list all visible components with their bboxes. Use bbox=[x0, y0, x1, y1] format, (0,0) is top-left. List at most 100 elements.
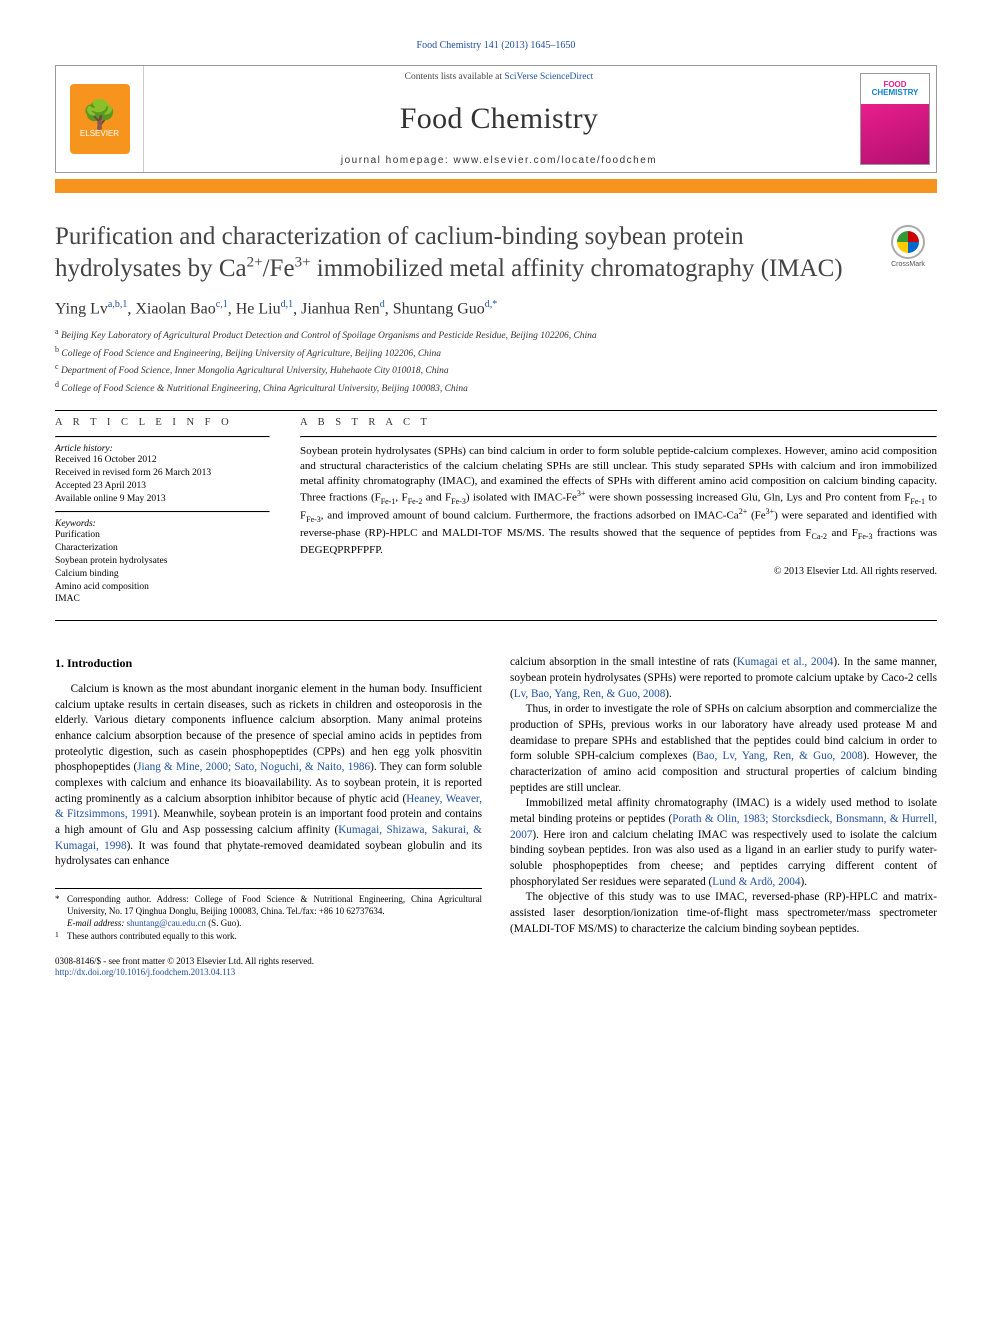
rule-info-1 bbox=[55, 436, 270, 438]
cover-title: FOOD CHEMISTRY bbox=[861, 74, 929, 104]
p4: The objective of this study was to use I… bbox=[510, 890, 937, 937]
abs-t6: ) isolated with IMAC-Fe bbox=[466, 491, 577, 503]
fn-equal-mark: 1 bbox=[55, 930, 67, 944]
rule-top bbox=[55, 410, 937, 411]
fn-equal: 1 These authors contributed equally to t… bbox=[55, 930, 482, 944]
author-3-aff[interactable]: d,1 bbox=[281, 299, 294, 310]
author-1: Ying Lv bbox=[55, 300, 108, 317]
body-col-2: calcium absorption in the small intestin… bbox=[510, 655, 937, 943]
article-info-head: A R T I C L E I N F O bbox=[55, 417, 270, 428]
abs-t2: , F bbox=[395, 491, 407, 503]
homepage-prefix: journal homepage: bbox=[341, 155, 454, 166]
kw-3: Calcium binding bbox=[55, 568, 270, 581]
p2: Thus, in order to investigate the role o… bbox=[510, 702, 937, 796]
kw-5: IMAC bbox=[55, 593, 270, 606]
affil-c: c Department of Food Science, Inner Mong… bbox=[55, 361, 937, 378]
affil-a-text: Beijing Key Laboratory of Agricultural P… bbox=[61, 331, 597, 341]
abs-t14: (Fe bbox=[747, 510, 765, 522]
cover-cell: FOOD CHEMISTRY bbox=[854, 66, 936, 172]
abs-s17: Ca-2 bbox=[811, 532, 827, 541]
abs-s9: Fe-1 bbox=[910, 497, 925, 506]
cite-1[interactable]: Jiang & Mine, 2000; Sato, Noguchi, & Nai… bbox=[137, 761, 370, 773]
crossmark-label: CrossMark bbox=[891, 261, 925, 268]
abs-t8: were shown possessing increased Glu, Gln… bbox=[585, 491, 910, 503]
abstract-copyright: © 2013 Elsevier Ltd. All rights reserved… bbox=[300, 566, 937, 577]
abstract-text: Soybean protein hydrolysates (SPHs) can … bbox=[300, 444, 937, 558]
p1c-t1: calcium absorption in the small intestin… bbox=[510, 656, 737, 668]
p1-cont: calcium absorption in the small intestin… bbox=[510, 655, 937, 702]
author-4-aff[interactable]: d bbox=[380, 299, 385, 310]
abs-t12: , and improved amount of bound calcium. … bbox=[321, 510, 739, 522]
author-2: Xiaolan Bao bbox=[135, 300, 215, 317]
p1-t1: Calcium is known as the most abundant in… bbox=[55, 683, 482, 773]
header-center: Contents lists available at SciVerse Sci… bbox=[144, 66, 854, 172]
history-2: Accepted 23 April 2013 bbox=[55, 480, 270, 493]
fn-corr: * Corresponding author. Address: College… bbox=[55, 893, 482, 917]
footer: 0308-8146/$ - see front matter © 2013 El… bbox=[55, 956, 937, 979]
author-2-aff[interactable]: c,1 bbox=[216, 299, 228, 310]
abs-s1: Fe-1 bbox=[381, 497, 396, 506]
author-1-aff[interactable]: a,b,1 bbox=[108, 299, 127, 310]
crossmark-badge[interactable]: CrossMark bbox=[879, 225, 937, 268]
journal-name: Food Chemistry bbox=[400, 102, 598, 136]
publisher-logo-cell: 🌳 ELSEVIER bbox=[56, 66, 144, 172]
fn-corr-text: Corresponding author. Address: College o… bbox=[67, 893, 482, 917]
homepage-line: journal homepage: www.elsevier.com/locat… bbox=[341, 155, 657, 166]
cover-image bbox=[861, 104, 929, 164]
paper-title: Purification and characterization of cac… bbox=[55, 221, 879, 285]
info-abstract-row: A R T I C L E I N F O Article history: R… bbox=[55, 417, 937, 606]
history-1: Received in revised form 26 March 2013 bbox=[55, 467, 270, 480]
affil-b-text: College of Food Science and Engineering,… bbox=[61, 349, 441, 359]
abs-s15: 3+ bbox=[766, 507, 775, 516]
contents-prefix: Contents lists available at bbox=[405, 72, 505, 82]
orange-bar bbox=[55, 179, 937, 193]
abs-s19: Fe-3 bbox=[858, 532, 873, 541]
contents-line: Contents lists available at SciVerse Sci… bbox=[405, 72, 594, 82]
journal-header: 🌳 ELSEVIER Contents lists available at S… bbox=[55, 65, 937, 173]
affil-d: d College of Food Science & Nutritional … bbox=[55, 379, 937, 396]
kw-4: Amino acid composition bbox=[55, 581, 270, 594]
cite-5[interactable]: Lv, Bao, Yang, Ren, & Guo, 2008 bbox=[514, 688, 666, 700]
cite-8[interactable]: Lund & Ardö, 2004 bbox=[712, 876, 800, 888]
abstract-head: A B S T R A C T bbox=[300, 417, 937, 428]
abs-t4: and F bbox=[422, 491, 451, 503]
keywords-block: Purification Characterization Soybean pr… bbox=[55, 529, 270, 606]
journal-cover[interactable]: FOOD CHEMISTRY bbox=[860, 73, 930, 165]
abs-s13: 2+ bbox=[739, 507, 748, 516]
history-3: Available online 9 May 2013 bbox=[55, 493, 270, 506]
rule-abs bbox=[300, 436, 937, 438]
sciencedirect-link[interactable]: SciVerse ScienceDirect bbox=[504, 72, 593, 82]
abs-s11: Fe-3 bbox=[306, 515, 321, 524]
publisher-name: ELSEVIER bbox=[80, 129, 119, 138]
cite-4[interactable]: Kumagai et al., 2004 bbox=[737, 656, 834, 668]
kw-0: Purification bbox=[55, 529, 270, 542]
top-citation: Food Chemistry 141 (2013) 1645–1650 bbox=[55, 40, 937, 51]
footer-doi[interactable]: http://dx.doi.org/10.1016/j.foodchem.201… bbox=[55, 967, 937, 979]
affil-a: a Beijing Key Laboratory of Agricultural… bbox=[55, 326, 937, 343]
section-1-heading: 1. Introduction bbox=[55, 655, 482, 672]
title-sup-2: 3+ bbox=[295, 255, 311, 271]
title-part-2: /Fe bbox=[263, 255, 295, 282]
cite-6[interactable]: Bao, Lv, Yang, Ren, & Guo, 2008 bbox=[696, 750, 862, 762]
fn-email-tail: (S. Guo). bbox=[206, 918, 242, 928]
page: Food Chemistry 141 (2013) 1645–1650 🌳 EL… bbox=[0, 0, 992, 1009]
authors: Ying Lva,b,1, Xiaolan Baoc,1, He Liud,1,… bbox=[55, 299, 937, 318]
abs-s5: Fe-3 bbox=[451, 497, 466, 506]
elsevier-logo[interactable]: 🌳 ELSEVIER bbox=[70, 84, 130, 154]
homepage-link[interactable]: www.elsevier.com/locate/foodchem bbox=[454, 155, 658, 166]
history-label: Article history: bbox=[55, 444, 270, 454]
fn-email: E-mail address: shuntang@cau.edu.cn (S. … bbox=[55, 917, 482, 929]
fn-email-link[interactable]: shuntang@cau.edu.cn bbox=[127, 918, 206, 928]
footnotes: * Corresponding author. Address: College… bbox=[55, 888, 482, 944]
history-block: Received 16 October 2012 Received in rev… bbox=[55, 454, 270, 505]
affil-d-text: College of Food Science & Nutritional En… bbox=[61, 384, 467, 394]
tree-icon: 🌳 bbox=[82, 101, 117, 129]
abs-t18: and F bbox=[827, 527, 858, 539]
rule-info-2 bbox=[55, 511, 270, 513]
body-col-1: 1. Introduction Calcium is known as the … bbox=[55, 655, 482, 943]
rule-bottom bbox=[55, 620, 937, 621]
abstract: A B S T R A C T Soybean protein hydrolys… bbox=[300, 417, 937, 606]
affiliations: a Beijing Key Laboratory of Agricultural… bbox=[55, 326, 937, 396]
body-columns: 1. Introduction Calcium is known as the … bbox=[55, 655, 937, 943]
author-5-corr[interactable]: * bbox=[492, 299, 497, 310]
